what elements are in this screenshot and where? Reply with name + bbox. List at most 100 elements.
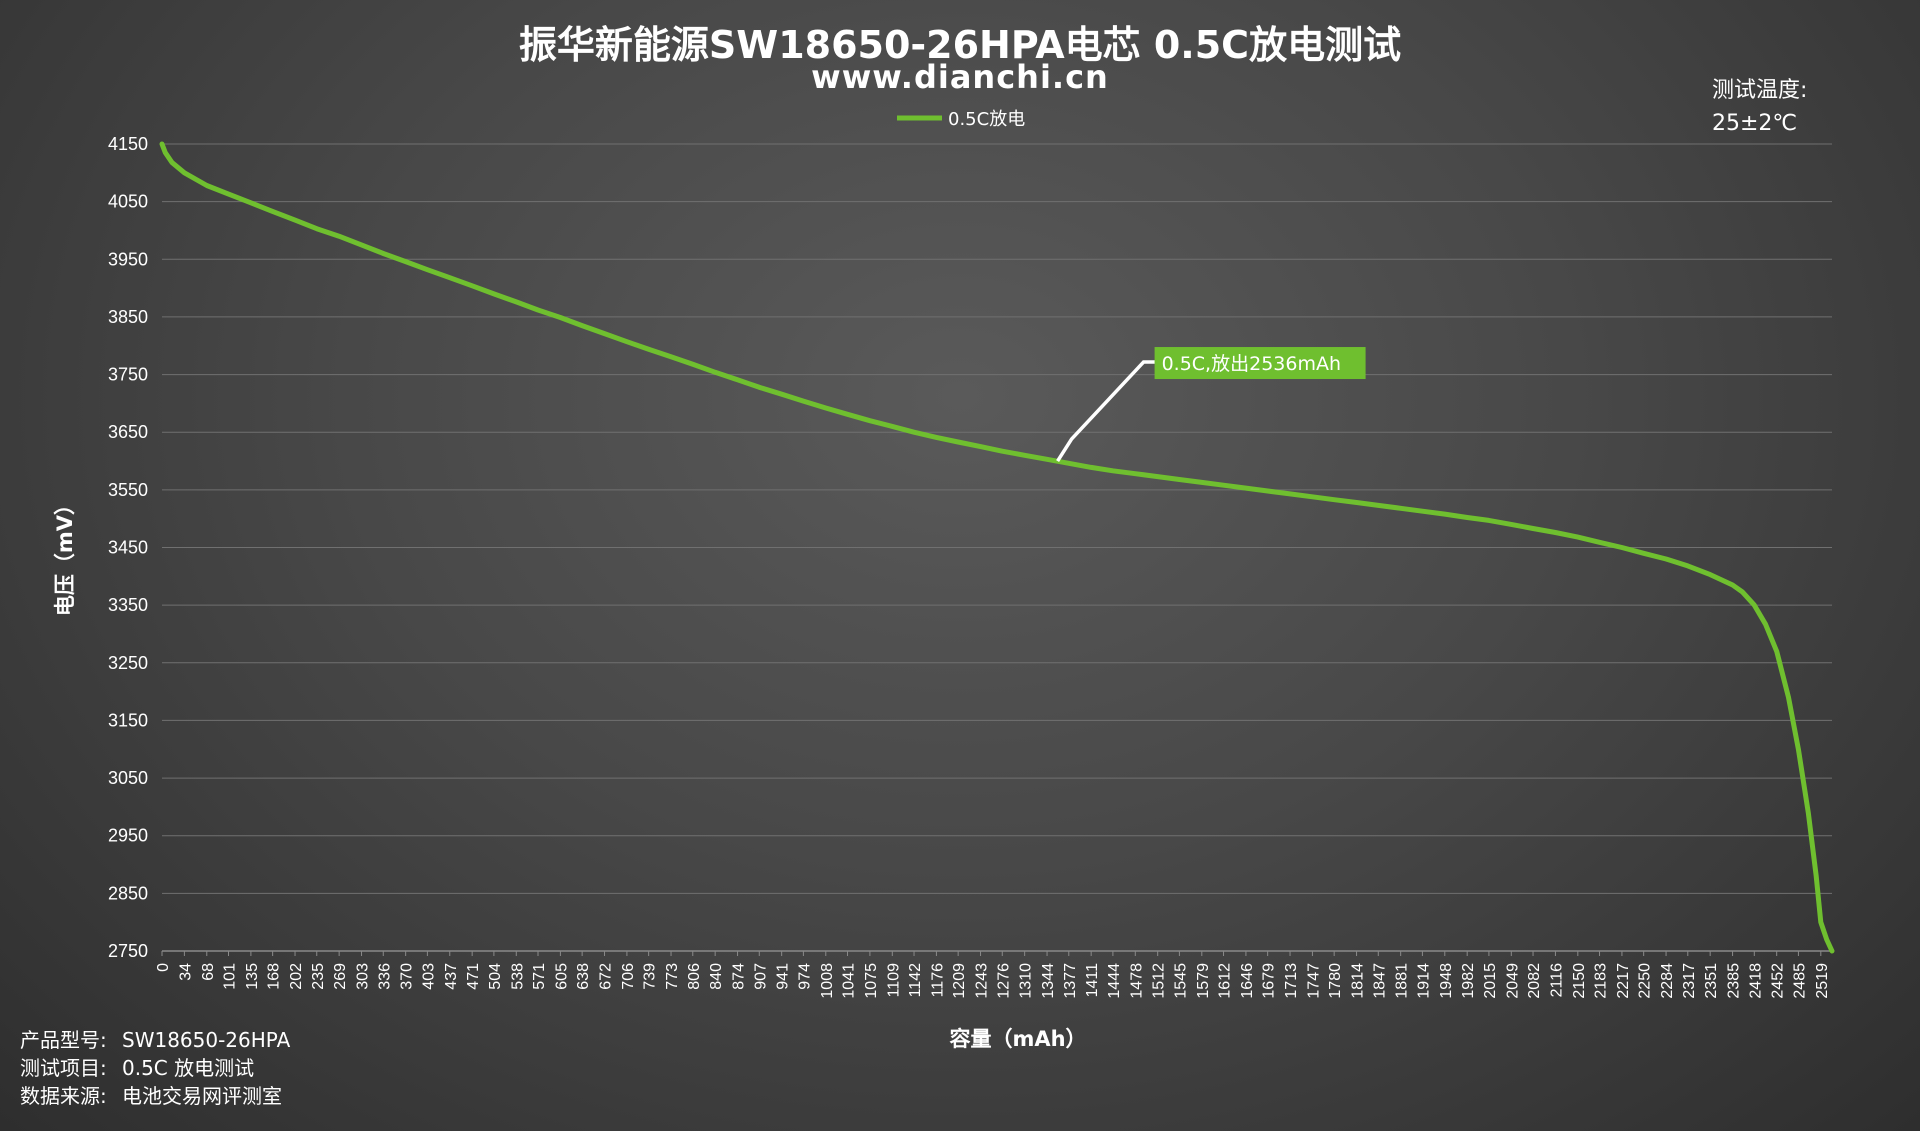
y-tick-label: 3950 bbox=[108, 249, 148, 269]
x-tick-label: 2284 bbox=[1659, 963, 1676, 999]
temperature-value: 25±2℃ bbox=[1712, 111, 1798, 136]
x-tick-label: 1881 bbox=[1394, 963, 1411, 999]
y-axis-label: 电压（mV） bbox=[53, 494, 77, 616]
y-tick-label: 2750 bbox=[108, 941, 148, 961]
x-tick-label: 1512 bbox=[1151, 963, 1168, 999]
x-tick-label: 2015 bbox=[1482, 963, 1499, 999]
x-tick-label: 907 bbox=[752, 963, 769, 990]
x-tick-label: 269 bbox=[332, 963, 349, 990]
y-tick-label: 4050 bbox=[108, 192, 148, 212]
x-tick-label: 1344 bbox=[1040, 963, 1057, 999]
x-tick-label: 941 bbox=[775, 963, 792, 990]
x-tick-label: 638 bbox=[575, 963, 592, 990]
info-label: 产品型号: bbox=[20, 1028, 107, 1052]
x-tick-label: 1982 bbox=[1460, 963, 1477, 999]
x-tick-label: 1478 bbox=[1128, 963, 1145, 999]
x-tick-label: 2217 bbox=[1615, 963, 1632, 999]
x-tick-label: 1310 bbox=[1018, 963, 1035, 999]
x-tick-label: 1646 bbox=[1239, 963, 1256, 999]
y-tick-label: 3650 bbox=[108, 422, 148, 442]
x-tick-label: 68 bbox=[200, 963, 217, 981]
x-tick-label: 974 bbox=[796, 963, 813, 990]
x-tick-label: 874 bbox=[731, 963, 748, 990]
x-tick-label: 1579 bbox=[1195, 963, 1212, 999]
x-tick-label: 370 bbox=[399, 963, 416, 990]
x-tick-label: 471 bbox=[465, 963, 482, 990]
x-tick-label: 403 bbox=[420, 963, 437, 990]
x-tick-label: 235 bbox=[310, 963, 327, 990]
product-info: 产品型号: SW18650-26HPA 测试项目: 0.5C 放电测试 数据来源: 电… bbox=[20, 1026, 290, 1110]
y-tick-label: 2850 bbox=[108, 883, 148, 903]
annotation: 0.5C,放出2536mAh bbox=[1056, 347, 1366, 462]
x-tick-label: 1276 bbox=[995, 963, 1012, 999]
y-tick-label: 3850 bbox=[108, 307, 148, 327]
x-axis-ticks: 0 34 68 101 135 168 202 235 269 303 336 370 403 437 47… bbox=[155, 951, 1831, 999]
x-tick-label: 2485 bbox=[1791, 963, 1808, 999]
x-tick-label: 303 bbox=[355, 963, 372, 990]
x-tick-label: 1713 bbox=[1283, 963, 1300, 999]
x-tick-label: 672 bbox=[598, 963, 615, 990]
x-tick-label: 1444 bbox=[1106, 963, 1123, 999]
x-tick-label: 1780 bbox=[1327, 963, 1344, 999]
x-tick-label: 2519 bbox=[1814, 963, 1831, 999]
info-label: 测试项目: bbox=[20, 1056, 107, 1080]
x-axis-label: 容量（mAh） bbox=[949, 1027, 1086, 1051]
x-tick-label: 1679 bbox=[1261, 963, 1278, 999]
chart-subtitle: www.dianchi.cn bbox=[811, 58, 1109, 96]
y-tick-label: 3450 bbox=[108, 538, 148, 558]
x-tick-label: 1914 bbox=[1415, 963, 1432, 999]
x-tick-label: 0 bbox=[155, 963, 172, 972]
x-tick-label: 1377 bbox=[1062, 963, 1079, 999]
x-tick-label: 840 bbox=[708, 963, 725, 990]
info-row-model: 产品型号: SW18650-26HPA bbox=[20, 1026, 290, 1054]
x-tick-label: 1411 bbox=[1084, 963, 1101, 998]
x-tick-label: 1612 bbox=[1217, 963, 1234, 999]
x-tick-label: 571 bbox=[531, 963, 548, 990]
x-tick-label: 1545 bbox=[1172, 963, 1189, 999]
x-tick-label: 1209 bbox=[951, 963, 968, 999]
info-value: 0.5C 放电测试 bbox=[122, 1056, 255, 1080]
y-tick-label: 4150 bbox=[108, 134, 148, 154]
x-tick-label: 168 bbox=[266, 963, 283, 990]
x-tick-label: 336 bbox=[376, 963, 393, 990]
annotation-box bbox=[1154, 347, 1366, 380]
x-tick-label: 2082 bbox=[1526, 963, 1543, 999]
x-tick-label: 806 bbox=[686, 963, 703, 990]
temperature-label: 测试温度: bbox=[1712, 78, 1808, 103]
chart-title: 振华新能源SW18650-26HPA电芯 0.5C放电测试 bbox=[518, 23, 1402, 67]
info-value: 电池交易网评测室 bbox=[122, 1084, 282, 1108]
temperature-note: 测试温度: 25±2℃ bbox=[1712, 74, 1807, 140]
x-tick-label: 773 bbox=[664, 963, 681, 990]
x-tick-label: 2183 bbox=[1593, 963, 1610, 999]
x-tick-label: 437 bbox=[443, 963, 460, 990]
x-tick-label: 101 bbox=[222, 963, 239, 990]
info-value: SW18650-26HPA bbox=[122, 1028, 291, 1052]
series-layer bbox=[159, 141, 1835, 954]
x-tick-label: 504 bbox=[487, 963, 504, 990]
info-row-test: 测试项目: 0.5C 放电测试 bbox=[20, 1054, 290, 1082]
x-tick-label: 706 bbox=[620, 963, 637, 990]
x-tick-label: 1075 bbox=[863, 963, 880, 999]
x-tick-label: 1847 bbox=[1371, 963, 1388, 999]
x-tick-label: 1243 bbox=[974, 963, 991, 999]
y-tick-label: 3250 bbox=[108, 653, 148, 673]
x-tick-label: 1109 bbox=[885, 963, 902, 998]
y-tick-label: 3550 bbox=[108, 480, 148, 500]
y-tick-label: 3050 bbox=[108, 768, 148, 788]
x-tick-label: 1008 bbox=[819, 963, 836, 999]
x-tick-label: 2317 bbox=[1681, 963, 1698, 999]
x-tick-label: 1948 bbox=[1438, 963, 1455, 999]
x-tick-label: 2049 bbox=[1504, 963, 1521, 999]
x-tick-label: 1814 bbox=[1350, 963, 1367, 999]
x-tick-label: 1747 bbox=[1305, 963, 1322, 999]
y-tick-label: 3350 bbox=[108, 595, 148, 615]
x-tick-label: 135 bbox=[244, 963, 261, 990]
x-tick-label: 2150 bbox=[1571, 963, 1588, 999]
x-tick-label: 1041 bbox=[841, 963, 858, 999]
x-tick-label: 1176 bbox=[929, 963, 946, 998]
legend: 0.5C放电 bbox=[897, 109, 1025, 130]
x-tick-label: 739 bbox=[642, 963, 659, 990]
series-line-0 bbox=[159, 141, 1835, 954]
info-row-source: 数据来源: 电池交易网评测室 bbox=[20, 1082, 290, 1110]
